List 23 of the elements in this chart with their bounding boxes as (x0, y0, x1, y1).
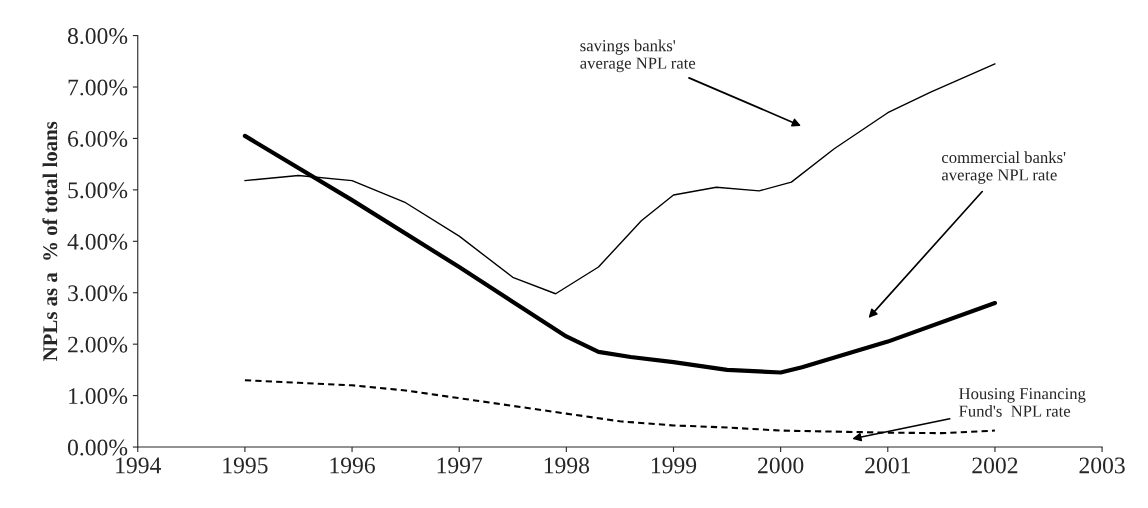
x-tick-label: 1996 (330, 457, 375, 474)
annotation: Housing Financing Fund's NPL rate (959, 388, 1086, 417)
x-tick-label: 1995 (223, 457, 268, 474)
y-tick-label: 4.00% (67, 233, 128, 250)
x-tick-label: 1998 (544, 457, 590, 474)
y-tick-label: 6.00% (68, 130, 128, 147)
x-tick-label: 2003 (1079, 457, 1125, 474)
y-tick-label: 3.00% (68, 285, 128, 302)
y-tick-label: 1.00% (69, 388, 128, 405)
x-tick-label: 2002 (972, 457, 1018, 474)
annotation: savings banks' average NPL rate (580, 39, 696, 73)
y-tick-label: 5.00% (68, 182, 128, 199)
y-tick-label: 0.00% (67, 439, 128, 456)
annotation: commercial banks' average NPL rate (941, 151, 1066, 184)
x-tick-label: 1999 (651, 457, 697, 474)
y-tick-label: 7.00% (68, 79, 128, 96)
y-axis-title: NPLs as a % of total loans (42, 121, 58, 361)
x-tick-label: 1994 (116, 457, 161, 474)
x-tick-label: 1997 (437, 457, 483, 474)
x-tick-label: 2000 (758, 457, 804, 474)
y-tick-label: 8.00% (67, 28, 128, 45)
x-tick-label: 2001 (865, 457, 910, 474)
y-tick-label: 2.00% (68, 336, 128, 353)
